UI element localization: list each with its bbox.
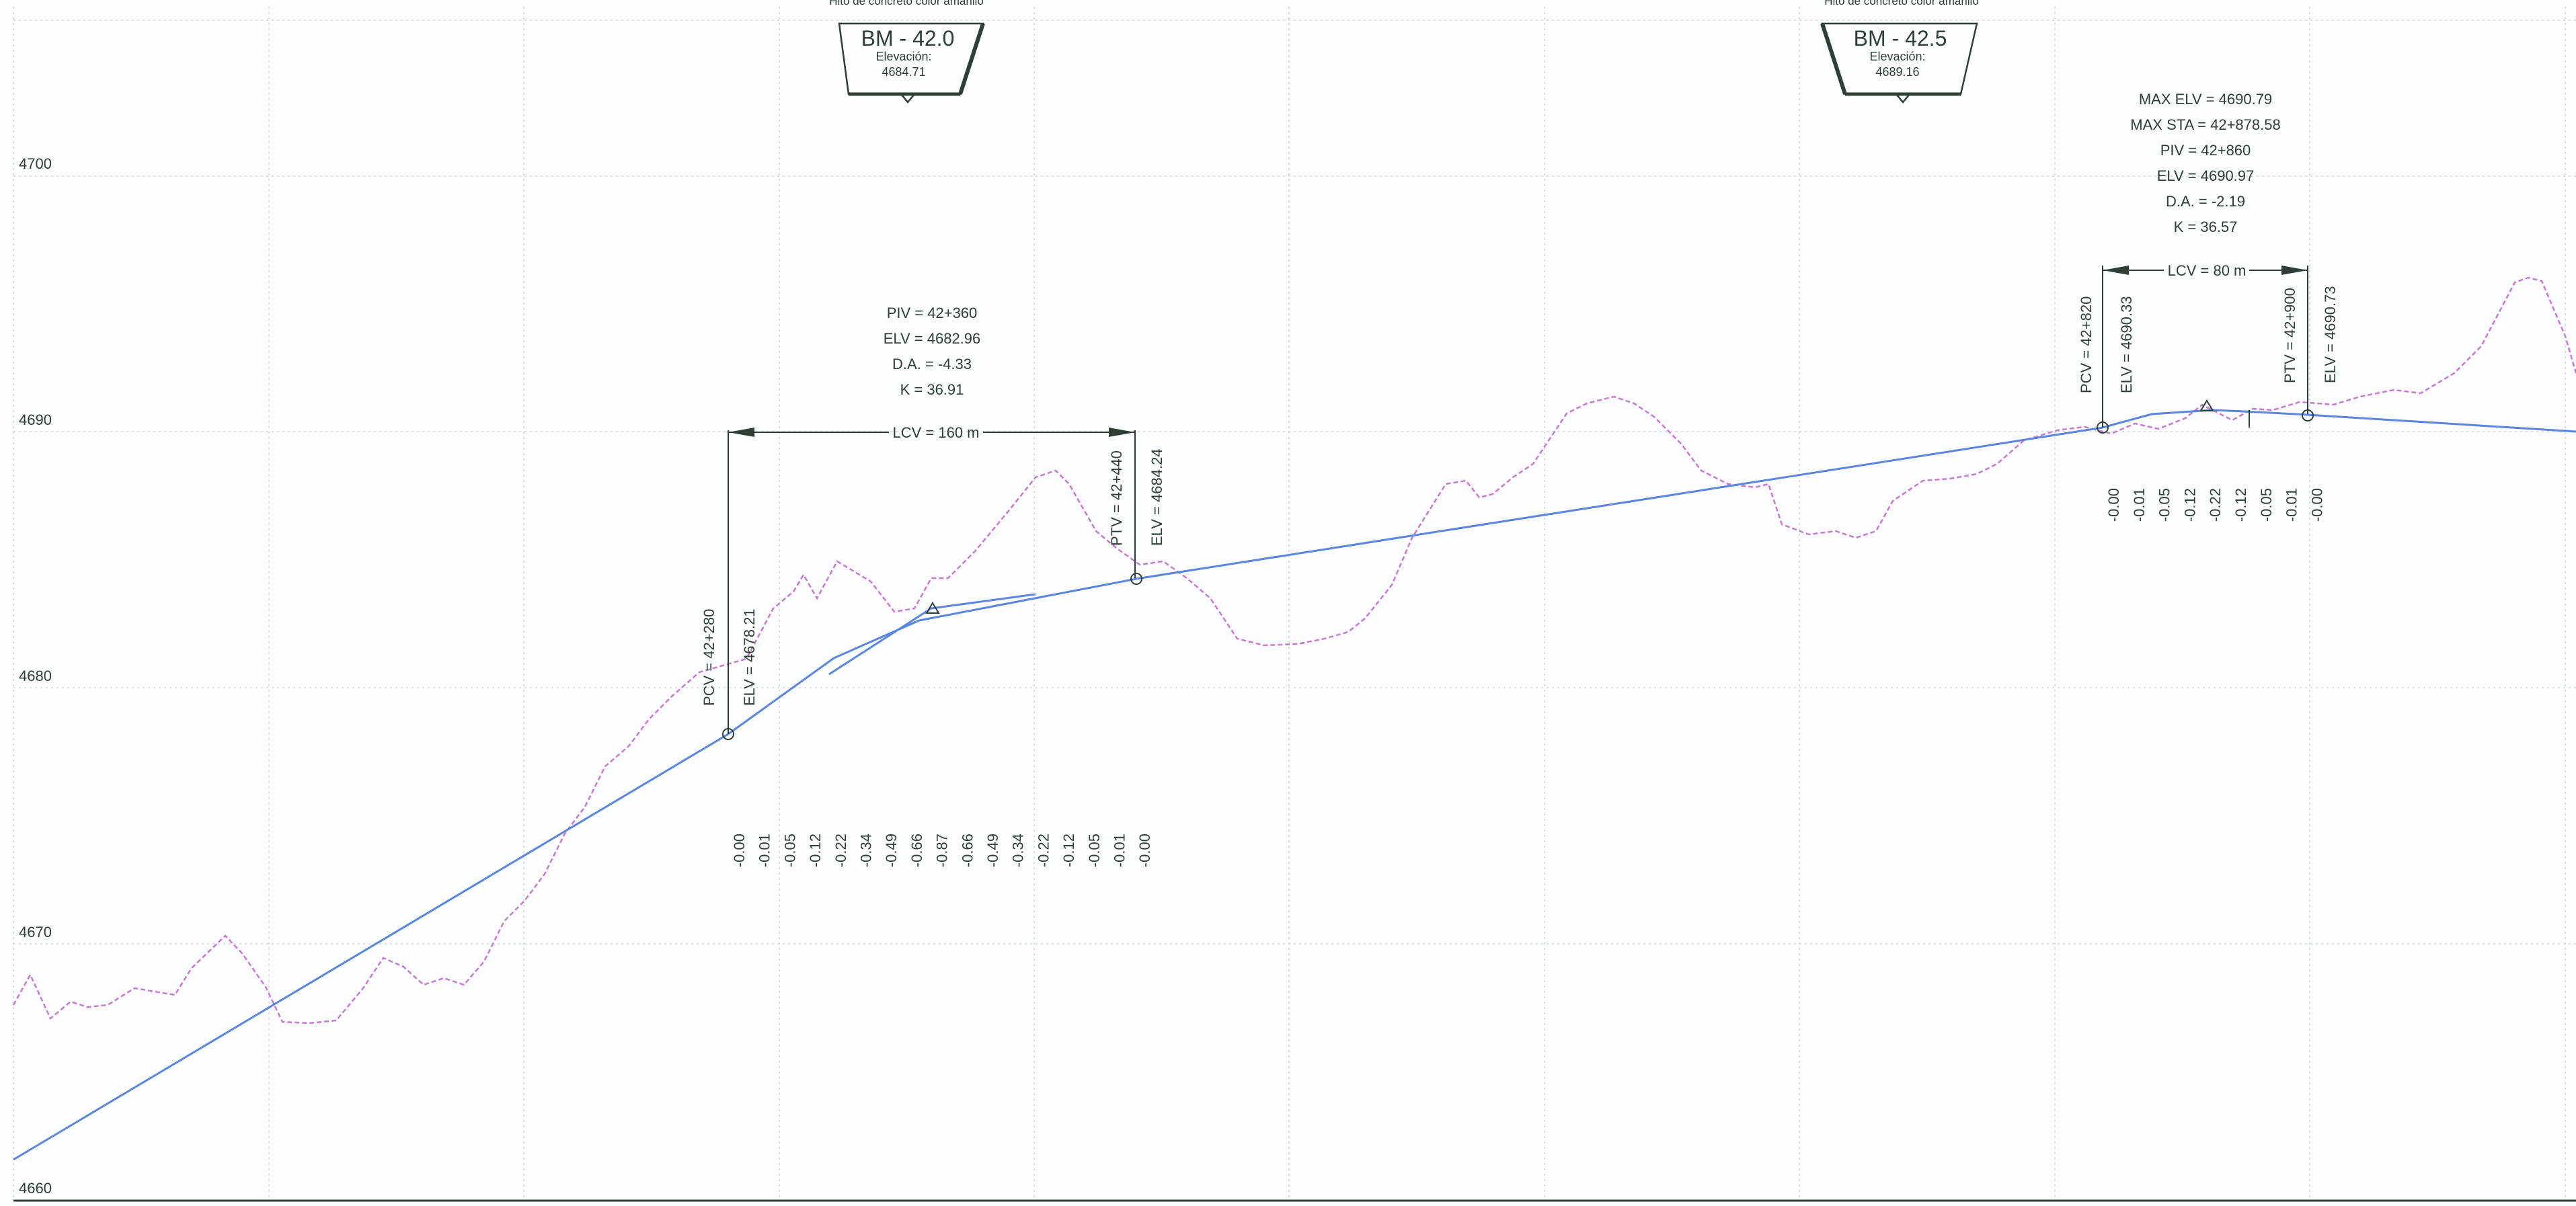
- y-tick-label: 4690: [19, 411, 52, 428]
- k-info-line: K = 36.91: [900, 381, 964, 398]
- curve-offset-label: -0.66: [959, 834, 976, 867]
- piv-info-line: PIV = 42+860: [2160, 142, 2251, 159]
- curve-offset-label: -0.01: [756, 834, 773, 867]
- benchmark-tag: Hito de concreto color amarillo BM - 42.…: [1820, 0, 1979, 104]
- curve-offset-label: -0.87: [934, 834, 951, 867]
- grade-line: [13, 409, 2576, 1161]
- elv-info-line: ELV = 4682.96: [884, 330, 981, 347]
- curve-offset-label: -0.12: [807, 834, 824, 867]
- benchmark-name: BM - 42.0: [861, 26, 955, 50]
- curve-offset-label: -0.01: [2131, 488, 2148, 522]
- curve2-offset-labels: -0.00 -0.01 -0.05 -0.12 -0.22 -0.12 -0.05 -0.01…: [2105, 488, 2325, 522]
- ptv-elevation-label: ELV = 4684.24: [1148, 448, 1165, 546]
- curve2-markers: LCV = 80 m: [2097, 262, 2314, 434]
- pcv-elevation-label: ELV = 4678.21: [741, 608, 758, 706]
- lcv-label: LCV = 80 m: [2168, 262, 2247, 279]
- k-info-line: K = 36.57: [2174, 218, 2238, 235]
- y-tick-label: 4670: [19, 924, 52, 940]
- y-tick-labels: 4700 4690 4680 4670 4660: [19, 155, 52, 1197]
- curve-offset-label: -0.05: [2156, 488, 2173, 522]
- ground-profile: [12, 276, 2576, 1024]
- grade-tangent-extension: [828, 593, 1036, 676]
- ptv-station-label: PTV = 42+440: [1108, 450, 1125, 546]
- curve-offset-label: -0.00: [731, 834, 748, 867]
- curve-offset-label: -0.12: [1060, 834, 1077, 867]
- benchmark-elev-label: Elevación:: [875, 50, 931, 63]
- benchmark-caption: Hito de concreto color amarillo: [829, 0, 984, 7]
- benchmark-name: BM - 42.5: [1854, 26, 1947, 50]
- pcv-station-label: PCV = 42+280: [701, 609, 717, 706]
- ptv-elevation-label: ELV = 4690.73: [2322, 286, 2339, 383]
- curve-offset-label: -0.66: [908, 834, 925, 867]
- piv-point: [2199, 399, 2214, 411]
- benchmark-tag: Hito de concreto color amarillo BM - 42.…: [829, 0, 985, 104]
- max-sta-info-line: MAX STA = 42+878.58: [2130, 116, 2280, 133]
- curve1-markers: LCV = 160 m: [722, 424, 1142, 740]
- curve-offset-label: -0.00: [1136, 834, 1153, 867]
- pcv-station-label: PCV = 42+820: [2078, 296, 2095, 393]
- grid: [13, 7, 2576, 1200]
- curve-offset-label: -0.22: [2207, 488, 2224, 522]
- pcv-point: [2097, 421, 2109, 434]
- benchmark-elev-label: Elevación:: [1869, 50, 1925, 63]
- benchmark-elev-value: 4689.16: [1875, 65, 1919, 79]
- y-tick-label: 4680: [19, 668, 52, 684]
- da-info-line: D.A. = -2.19: [2166, 193, 2245, 210]
- curve1-offset-labels: -0.00 -0.01 -0.05 -0.12 -0.22 -0.34 -0.49 -0.66…: [731, 834, 1153, 867]
- y-tick-label: 4700: [19, 155, 52, 172]
- ptv-point: [2302, 409, 2314, 421]
- pcv-elevation-label: ELV = 4690.33: [2118, 296, 2135, 393]
- curve-offset-label: -0.22: [1035, 834, 1052, 867]
- curve-offset-label: -0.34: [1010, 834, 1027, 867]
- curve1-info: PIV = 42+360 ELV = 4682.96 D.A. = -4.33 …: [884, 305, 981, 398]
- benchmark-caption: Hito de concreto color amarillo: [1824, 0, 1979, 7]
- curve-offset-label: -0.00: [2308, 488, 2325, 522]
- piv-point: [925, 602, 940, 614]
- curve-offset-label: -0.22: [832, 834, 849, 867]
- curve-offset-label: -0.05: [2258, 488, 2275, 522]
- curve-offset-label: -0.12: [2232, 488, 2249, 522]
- curve-offset-label: -0.05: [781, 834, 798, 867]
- benchmark-elev-value: 4684.71: [882, 65, 925, 79]
- lcv-label: LCV = 160 m: [892, 424, 979, 441]
- curve-offset-label: -0.49: [883, 834, 900, 867]
- ptv-point: [1130, 573, 1142, 585]
- piv-info-line: PIV = 42+360: [887, 305, 978, 321]
- curve2-info: MAX ELV = 4690.79 MAX STA = 42+878.58 PI…: [2130, 91, 2280, 235]
- curve-offset-label: -0.49: [984, 834, 1001, 867]
- curve-offset-label: -0.00: [2105, 488, 2122, 522]
- elv-info-line: ELV = 4690.97: [2157, 167, 2255, 184]
- curve-offset-label: -0.01: [1111, 834, 1128, 867]
- curve-offset-label: -0.01: [2284, 488, 2300, 522]
- curve-offset-label: -0.12: [2181, 488, 2198, 522]
- y-tick-label: 4660: [19, 1180, 52, 1197]
- max-elv-info-line: MAX ELV = 4690.79: [2139, 91, 2272, 108]
- curve-offset-label: -0.05: [1086, 834, 1103, 867]
- da-info-line: D.A. = -4.33: [892, 356, 972, 372]
- ptv-station-label: PTV = 42+900: [2281, 288, 2298, 383]
- pcv-point: [722, 728, 734, 740]
- curve-offset-label: -0.34: [858, 834, 875, 867]
